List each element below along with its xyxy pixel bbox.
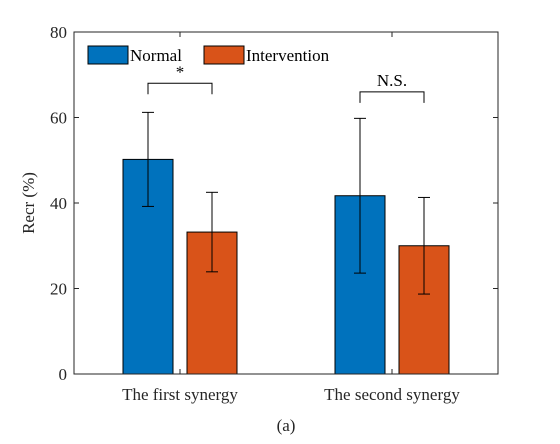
y-tick-label: 40 (50, 194, 67, 213)
figure-caption: (a) (277, 416, 296, 435)
x-ticks: The first synergy The second synergy (122, 32, 460, 404)
legend-swatch-intervention (203, 45, 245, 65)
annotations-layer: * N.S. (147, 62, 425, 103)
y-tick-label: 80 (50, 23, 67, 42)
legend-label-intervention: Intervention (246, 46, 330, 65)
y-tick-label: 0 (59, 365, 68, 384)
significance-bracket-2 (359, 91, 425, 103)
legend: Normal Intervention (87, 45, 330, 65)
y-axis-label: Recr (%) (19, 172, 38, 234)
significance-bracket-1 (147, 82, 213, 95)
significance-label-1: * (176, 62, 185, 81)
x-tick-label: The first synergy (122, 385, 238, 404)
significance-label-2: N.S. (377, 71, 407, 90)
legend-swatch-normal (87, 45, 129, 65)
x-tick-label: The second synergy (324, 385, 460, 404)
errorbars-layer (142, 111, 430, 295)
y-tick-label: 20 (50, 280, 67, 299)
y-tick-label: 60 (50, 109, 67, 128)
legend-label-normal: Normal (130, 46, 182, 65)
y-ticks: 0 20 40 60 80 (50, 23, 498, 384)
bars-layer (122, 158, 450, 375)
